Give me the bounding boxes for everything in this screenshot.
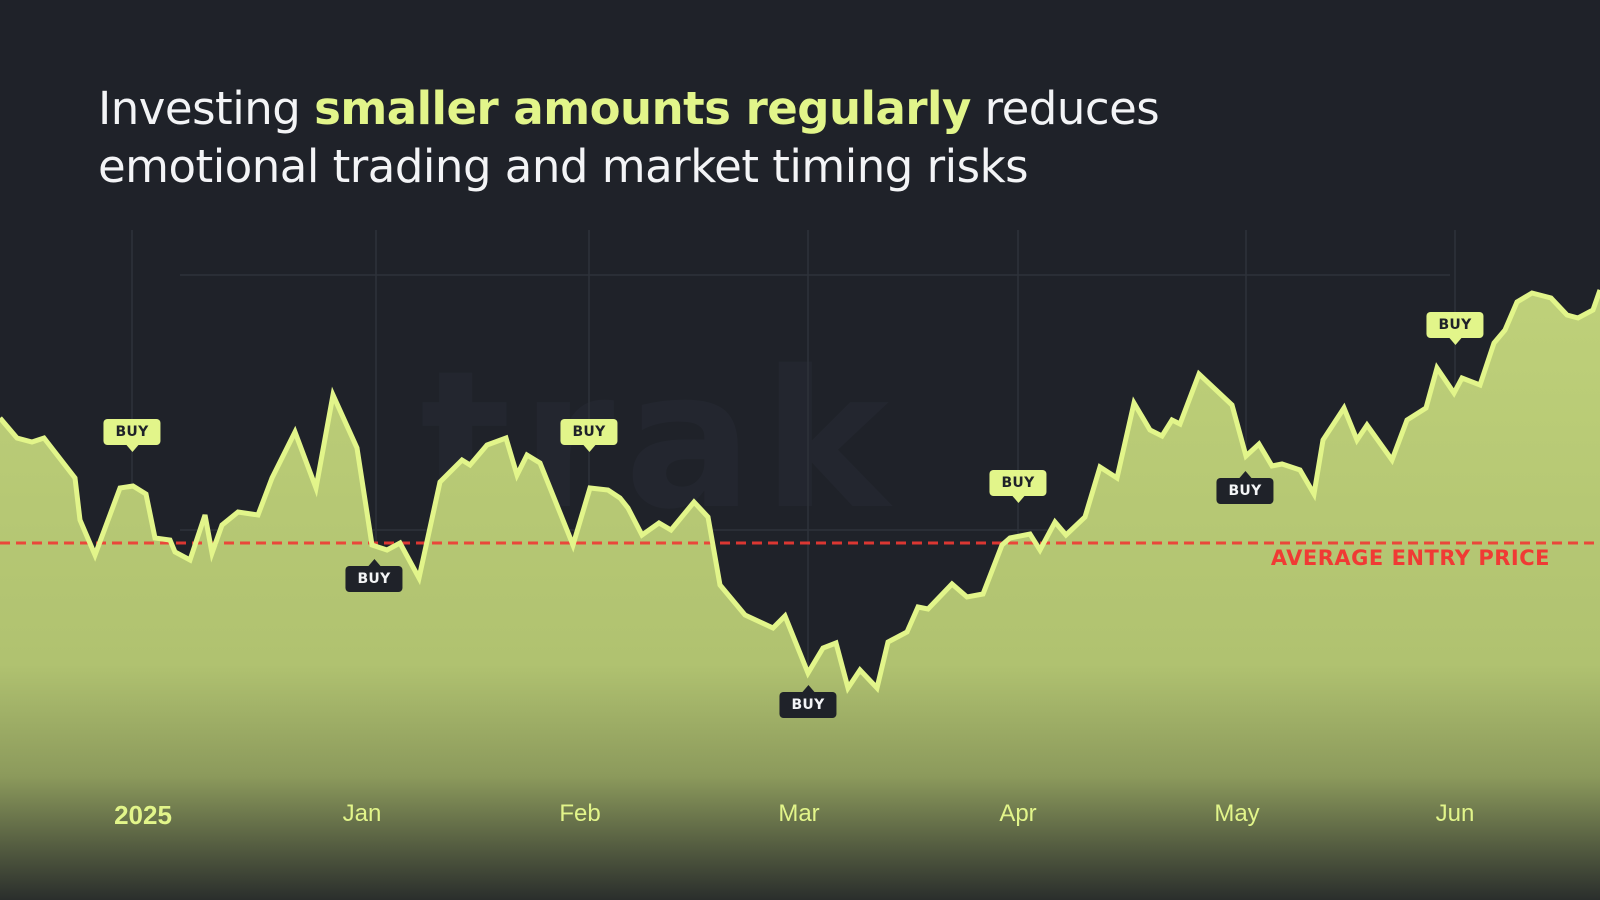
price-area-fill — [0, 290, 1600, 900]
headline-before: Investing — [98, 82, 315, 135]
average-entry-price-label: AVERAGE ENTRY PRICE — [1270, 546, 1550, 570]
x-axis-month-label: Feb — [559, 800, 601, 827]
buy-marker: BUY — [1426, 312, 1484, 345]
x-axis-year-label: 2025 — [114, 800, 172, 830]
buy-marker: BUY — [1216, 471, 1274, 504]
price-line — [0, 289, 1600, 694]
headline: Investing smaller amounts regularly redu… — [98, 80, 1398, 196]
buy-marker: BUY — [779, 685, 837, 718]
headline-line2: emotional trading and market timing risk… — [98, 140, 1029, 193]
buy-marker: BUY — [560, 419, 618, 452]
buy-marker: BUY — [989, 470, 1047, 503]
headline-highlight: smaller amounts regularly — [314, 82, 971, 135]
x-axis-month-label: Jan — [342, 800, 382, 827]
headline-after: reduces — [970, 82, 1160, 135]
x-axis-month-label: Jun — [1435, 800, 1475, 827]
x-axis-month-label: Apr — [999, 800, 1037, 827]
x-axis-month-label: Mar — [778, 800, 820, 827]
buy-marker: BUY — [103, 419, 161, 452]
buy-marker: BUY — [345, 559, 403, 592]
x-axis-month-label: May — [1214, 800, 1260, 827]
